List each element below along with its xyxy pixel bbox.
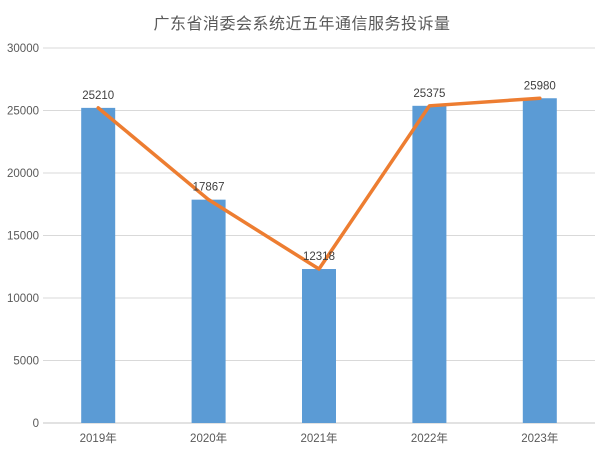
y-tick-label-15000: 15000 (7, 231, 39, 243)
y-tick-label-0: 0 (33, 418, 39, 430)
x-axis-labels: 2019年 2020年 2021年 2022年 2023年 (80, 431, 559, 445)
x-tick-label-2021年: 2021年 (300, 431, 337, 445)
line-overlay (96, 96, 542, 271)
x-tick-label-2023年: 2023年 (521, 431, 558, 445)
data-labels: 25210 17867 12318 25375 25980 (82, 80, 556, 263)
bar-2020年 (191, 199, 226, 423)
x-tick-label-2022年: 2022年 (411, 431, 448, 445)
y-tick-label-30000: 30000 (7, 43, 39, 55)
y-tick-label-25000: 25000 (7, 106, 39, 118)
x-tick-label-2020年: 2020年 (190, 431, 227, 445)
data-label-2022年: 25375 (413, 88, 445, 100)
bar-2023年 (522, 98, 557, 423)
data-label-2023年: 25980 (524, 80, 556, 92)
y-tick-label-10000: 10000 (7, 293, 39, 305)
x-tick-label-2019年: 2019年 (80, 431, 117, 445)
data-label-2020年: 17867 (193, 182, 225, 194)
y-tick-label-20000: 20000 (7, 168, 39, 180)
line-series (96, 96, 542, 271)
bar-2022年 (412, 105, 447, 423)
chart-title: 广东省消委会系统近五年通信服务投诉量 (153, 16, 451, 33)
y-tick-label-5000: 5000 (13, 356, 39, 368)
bar-2021年 (302, 269, 336, 423)
bar-2019年 (81, 107, 116, 423)
bar-series (81, 98, 557, 423)
y-axis-labels: 0 5000 10000 15000 20000 25000 30000 (7, 43, 39, 430)
data-label-2019年: 25210 (82, 90, 114, 102)
data-label-2021年: 12318 (303, 251, 335, 263)
